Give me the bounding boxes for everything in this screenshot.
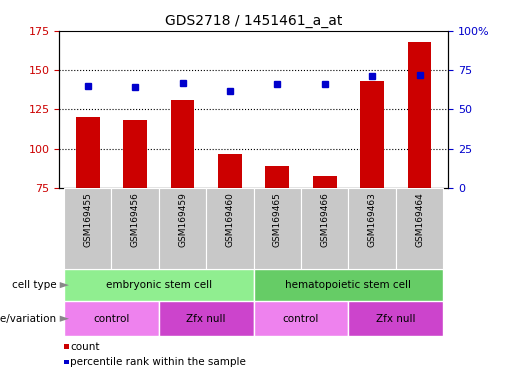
Bar xyxy=(76,118,99,188)
Bar xyxy=(253,301,349,336)
Text: hematopoietic stem cell: hematopoietic stem cell xyxy=(285,280,411,290)
Text: Zfx null: Zfx null xyxy=(186,314,226,324)
Text: Zfx null: Zfx null xyxy=(376,314,416,324)
Title: GDS2718 / 1451461_a_at: GDS2718 / 1451461_a_at xyxy=(165,14,342,28)
Text: GSM169459: GSM169459 xyxy=(178,192,187,247)
Bar xyxy=(313,175,337,188)
Text: GSM169463: GSM169463 xyxy=(368,192,376,247)
Bar xyxy=(64,188,111,269)
Text: GSM169466: GSM169466 xyxy=(320,192,329,247)
Text: GSM169455: GSM169455 xyxy=(83,192,92,247)
Bar xyxy=(253,269,443,301)
Bar xyxy=(64,301,159,336)
Text: percentile rank within the sample: percentile rank within the sample xyxy=(70,357,246,367)
Text: GSM169460: GSM169460 xyxy=(226,192,234,247)
Bar xyxy=(408,42,432,188)
Text: count: count xyxy=(70,341,99,352)
Text: GSM169464: GSM169464 xyxy=(415,192,424,247)
Text: control: control xyxy=(283,314,319,324)
Text: GSM169456: GSM169456 xyxy=(131,192,140,247)
Bar xyxy=(360,81,384,188)
Text: genotype/variation: genotype/variation xyxy=(0,314,57,324)
Bar xyxy=(349,301,443,336)
Bar xyxy=(64,269,253,301)
Bar xyxy=(159,301,253,336)
Bar xyxy=(111,188,159,269)
Text: cell type: cell type xyxy=(12,280,57,290)
Text: GSM169465: GSM169465 xyxy=(273,192,282,247)
Bar xyxy=(253,188,301,269)
Bar xyxy=(396,188,443,269)
Bar xyxy=(206,188,254,269)
Bar xyxy=(123,121,147,188)
Bar xyxy=(266,166,289,188)
Bar xyxy=(218,154,242,188)
Text: control: control xyxy=(93,314,130,324)
Bar xyxy=(301,188,349,269)
Bar xyxy=(349,188,396,269)
Bar xyxy=(159,188,206,269)
Text: embryonic stem cell: embryonic stem cell xyxy=(106,280,212,290)
Bar xyxy=(170,100,194,188)
